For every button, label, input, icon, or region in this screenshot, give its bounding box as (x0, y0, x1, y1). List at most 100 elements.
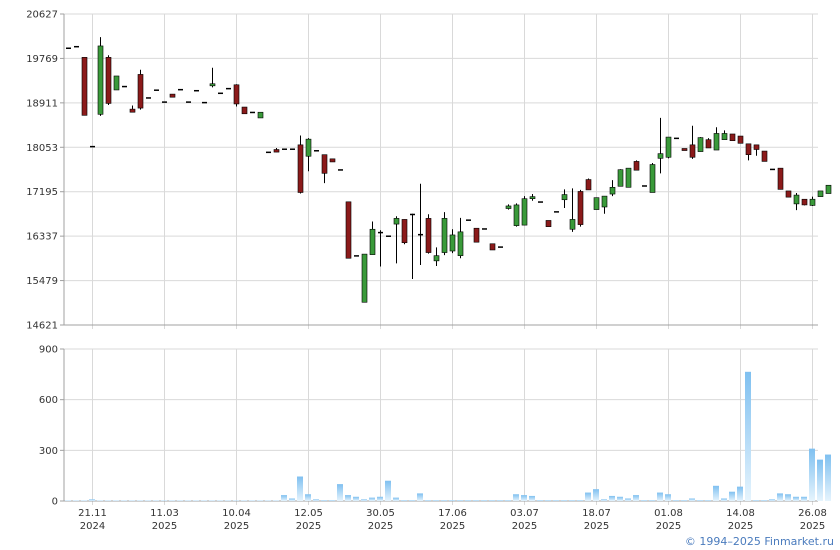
volume-bar (361, 499, 367, 501)
candle-body (162, 101, 167, 103)
year-tick-label: 2025 (296, 521, 321, 532)
candle-body (457, 231, 464, 256)
candle (665, 136, 672, 159)
candle-body (617, 169, 624, 187)
candle-body (202, 101, 207, 104)
candle-body (753, 144, 760, 150)
candle (321, 154, 328, 184)
candle-body (186, 101, 191, 103)
candle (386, 235, 391, 237)
candle-body (642, 185, 647, 187)
candle-body (282, 148, 287, 150)
candle-body (657, 153, 664, 159)
date-tick-label: 03.07 (510, 508, 539, 519)
volume-bar (473, 500, 479, 501)
volume-bar (665, 494, 671, 501)
volume-bar (657, 492, 663, 501)
candle (689, 125, 696, 159)
candle-body (649, 164, 656, 193)
candle (433, 247, 440, 267)
candle-body (466, 219, 471, 221)
candle (441, 212, 448, 256)
volume-bar (769, 499, 775, 501)
volume-bar (289, 498, 295, 501)
volume-bar (145, 500, 151, 501)
candle (697, 137, 704, 152)
candle (785, 190, 792, 198)
candle (97, 37, 104, 116)
volume-bar (513, 494, 519, 501)
volume-bar (737, 486, 743, 501)
price-tick-label: 18053 (26, 143, 58, 154)
candle (657, 117, 664, 174)
candle (202, 101, 207, 104)
candle-body (745, 143, 752, 155)
candle-body (113, 75, 120, 91)
candle (674, 137, 679, 140)
volume-bar (385, 480, 391, 501)
volume-bar (217, 500, 223, 501)
candle-body (378, 231, 383, 234)
candle-body (529, 196, 536, 200)
candle-body (122, 85, 127, 88)
price-tick-label: 15479 (26, 276, 58, 287)
volume-bar (97, 500, 103, 501)
volume-bar (377, 496, 383, 501)
date-tick-label: 01.08 (654, 508, 683, 519)
candle (129, 105, 136, 113)
candle (498, 246, 503, 248)
copyright-credit: © 1994–2025 Finmarket.ru (684, 535, 834, 548)
year-tick-label: 2025 (440, 521, 465, 532)
candle (105, 55, 112, 105)
volume-bar (337, 484, 343, 501)
candle (178, 88, 183, 91)
volume-bar (681, 500, 687, 501)
candle-body (369, 228, 376, 255)
candle-body (194, 89, 199, 92)
candle (745, 143, 752, 161)
volume-bar (241, 500, 247, 501)
candle (290, 148, 295, 150)
candle (266, 151, 271, 154)
year-tick-label: 2025 (728, 521, 753, 532)
candle-body (697, 137, 704, 152)
candle (601, 195, 608, 214)
candle (642, 185, 647, 187)
candle-body (129, 108, 136, 113)
candle (705, 138, 712, 149)
volume-bar (257, 500, 263, 501)
candlestick-series (66, 37, 832, 303)
candle (162, 101, 167, 103)
candle (473, 227, 480, 243)
candle (122, 85, 127, 88)
volume-bar (137, 500, 143, 501)
candle (361, 253, 368, 303)
candle-body (74, 45, 79, 48)
volume-bar (417, 493, 423, 501)
candle-body (674, 137, 679, 140)
candle-body (410, 213, 415, 216)
price-tick-label: 16337 (26, 232, 58, 243)
candle-body (345, 201, 352, 259)
candle (777, 167, 784, 190)
candle (273, 147, 280, 153)
candle (282, 148, 287, 150)
volume-bar (265, 500, 271, 501)
volume-bar (369, 497, 375, 501)
volume-bar (81, 500, 87, 501)
candle-body (433, 255, 440, 262)
candle (625, 167, 632, 188)
candle-body (386, 235, 391, 237)
candle-body (777, 167, 784, 190)
candle-body (209, 83, 216, 87)
candle-body (314, 150, 319, 152)
year-tick-label: 2025 (656, 521, 681, 532)
candle (825, 184, 832, 194)
volume-bar (537, 500, 543, 501)
candle (233, 84, 240, 107)
volume-bar (113, 500, 119, 501)
candle (817, 190, 824, 197)
candle-body (482, 228, 487, 230)
candle-body (257, 111, 264, 119)
